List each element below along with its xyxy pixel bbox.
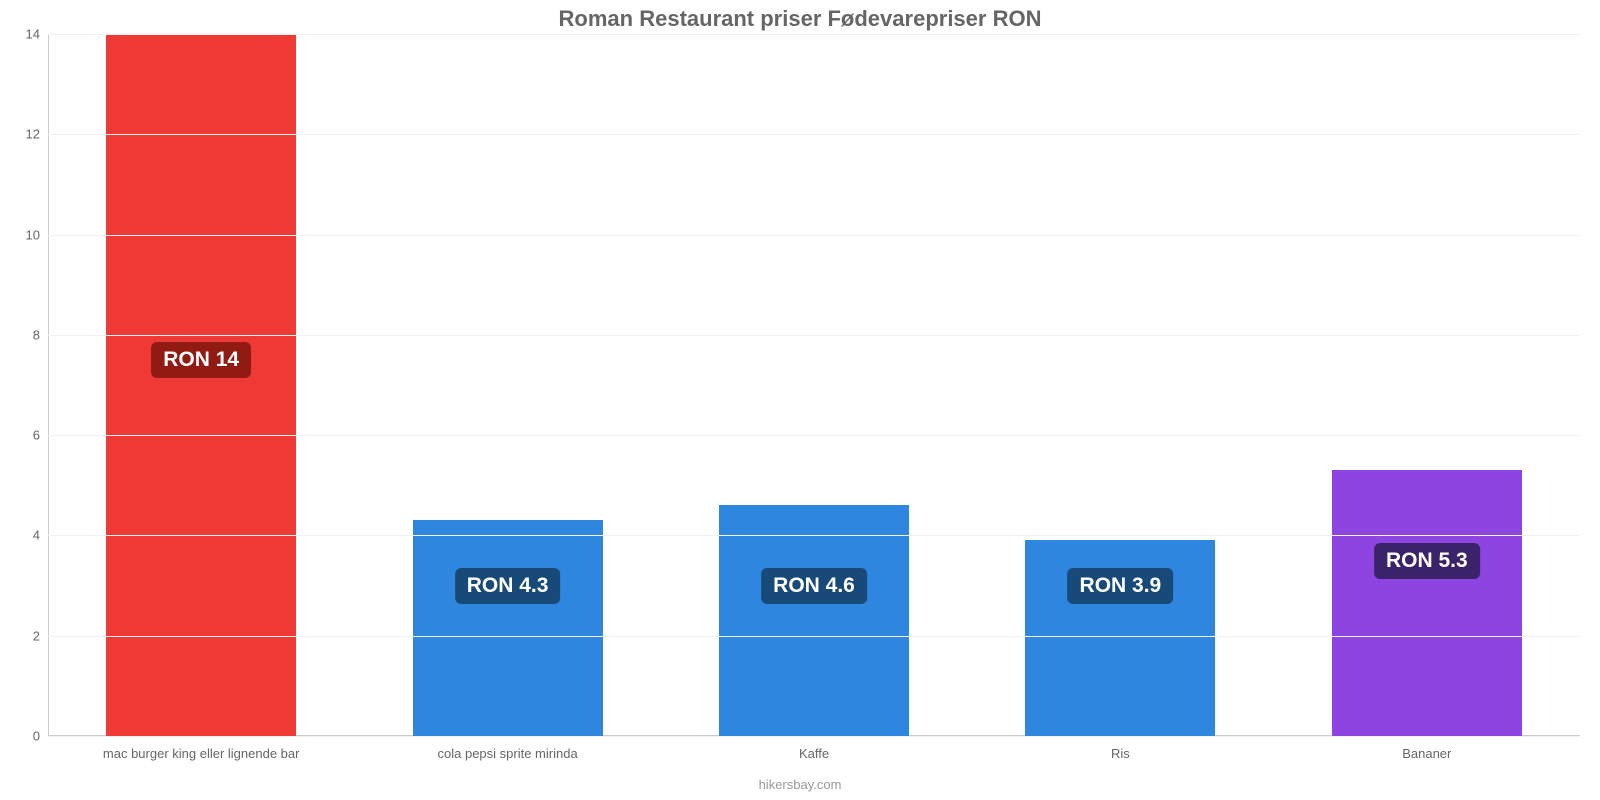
x-tick-label: mac burger king eller lignende bar — [103, 736, 300, 761]
y-tick-label: 4 — [33, 528, 48, 543]
y-tick-label: 12 — [26, 127, 48, 142]
bar-value-label: RON 4.3 — [455, 568, 561, 604]
y-tick-label: 6 — [33, 428, 48, 443]
bar — [1332, 470, 1522, 736]
y-tick-label: 8 — [33, 327, 48, 342]
chart-container: Roman Restaurant priser Fødevarepriser R… — [0, 0, 1600, 800]
bar — [719, 505, 909, 736]
y-tick-label: 10 — [26, 227, 48, 242]
y-tick-label: 0 — [33, 729, 48, 744]
bar-value-label: RON 3.9 — [1068, 568, 1174, 604]
y-tick-label: 2 — [33, 628, 48, 643]
gridline — [48, 134, 1580, 135]
chart-source: hikersbay.com — [0, 777, 1600, 792]
x-tick-label: Bananer — [1402, 736, 1451, 761]
gridline — [48, 335, 1580, 336]
bar-value-label: RON 4.6 — [761, 568, 867, 604]
bar-value-label: RON 14 — [151, 342, 251, 378]
gridline — [48, 636, 1580, 637]
x-tick-label: cola pepsi sprite mirinda — [438, 736, 578, 761]
gridline — [48, 34, 1580, 35]
bar-value-label: RON 5.3 — [1374, 543, 1480, 579]
gridline — [48, 235, 1580, 236]
bars-layer: RON 14 RON 4.3 RON 4.6 RON 3.9 RON 5.3 — [48, 34, 1580, 736]
x-tick-label: Ris — [1111, 736, 1130, 761]
chart-title: Roman Restaurant priser Fødevarepriser R… — [0, 0, 1600, 32]
x-tick-label: Kaffe — [799, 736, 829, 761]
gridline — [48, 535, 1580, 536]
bar — [106, 34, 296, 736]
plot-area: RON 14RON 4.3RON 4.6RON 3.9RON 5.3 02468… — [48, 34, 1580, 736]
gridline — [48, 435, 1580, 436]
y-tick-label: 14 — [26, 27, 48, 42]
bar — [413, 520, 603, 736]
